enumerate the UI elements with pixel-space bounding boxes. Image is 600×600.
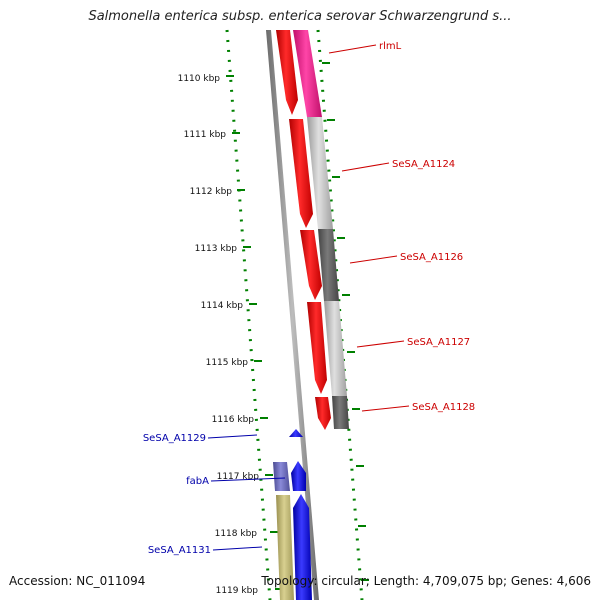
ruler-ticks: 1110 kbp 1111 kbp 1112 kbp 1113 kbp 1114…: [178, 62, 369, 596]
rna-feature[interactable]: [293, 30, 322, 117]
gene-label-rlml[interactable]: rlmL: [379, 41, 402, 52]
genome-backbone: [266, 30, 319, 600]
gene-labels-right: rlmL SeSA_A1124 SeSA_A1126 SeSA_A1127 Se…: [328, 41, 475, 413]
accession-text: Accession: NC_011094: [9, 574, 146, 588]
gene-label-sesa-a1131[interactable]: SeSA_A1131: [148, 545, 211, 556]
gene-label-sesa-a1127[interactable]: SeSA_A1127: [407, 337, 470, 348]
forward-cds-track: [276, 30, 331, 430]
ruler-tick-1112: 1112 kbp: [190, 187, 245, 197]
reverse-cds-track: [273, 429, 312, 600]
feature-block-dark[interactable]: [332, 396, 349, 429]
reverse-gene-arrow[interactable]: [289, 429, 303, 437]
ruler-label-1118: 1118 kbp: [215, 529, 258, 539]
map-title: Salmonella enterica subsp. enterica sero…: [88, 9, 512, 24]
feature-block-dark[interactable]: [318, 229, 339, 301]
feature-block-light[interactable]: [324, 301, 347, 396]
ruler-label-1112: 1112 kbp: [190, 187, 233, 197]
ruler-tick-1115: 1115 kbp: [206, 358, 262, 368]
feature-block-light[interactable]: [307, 117, 333, 229]
ruler-label-1116: 1116 kbp: [212, 415, 255, 425]
reverse-gene-arrow[interactable]: [291, 461, 306, 491]
genome-summary-text: Topology: circular; Length: 4,709,075 bp…: [261, 574, 591, 588]
feature-track: [293, 30, 349, 429]
ruler-label-1115: 1115 kbp: [206, 358, 249, 368]
ruler-tick-1118: 1118 kbp: [215, 529, 278, 539]
gene-label-sesa-a1128[interactable]: SeSA_A1128: [412, 402, 475, 413]
ruler-label-1111: 1111 kbp: [184, 130, 227, 140]
ruler-tick-1113: 1113 kbp: [195, 244, 251, 254]
gene-label-faba[interactable]: fabA: [186, 476, 209, 487]
ruler-label-1110: 1110 kbp: [178, 74, 221, 84]
ruler-label-1117: 1117 kbp: [217, 472, 260, 482]
ruler-label-1114: 1114 kbp: [201, 301, 244, 311]
ruler-tick-1114: 1114 kbp: [201, 301, 257, 311]
ruler-tick-1110: 1110 kbp: [178, 74, 234, 84]
forward-gene-arrow[interactable]: [307, 302, 327, 394]
gene-label-sesa-a1124[interactable]: SeSA_A1124: [392, 159, 455, 170]
forward-gene-arrow[interactable]: [276, 30, 298, 115]
gene-label-sesa-a1126[interactable]: SeSA_A1126: [400, 252, 463, 263]
other-gene-block[interactable]: [276, 495, 294, 600]
ruler-label-1119: 1119 kbp: [216, 586, 259, 596]
ruler-tick-1116: 1116 kbp: [212, 415, 268, 425]
ruler-tick-1111: 1111 kbp: [184, 130, 240, 140]
gene-labels-left: SeSA_A1129 fabA SeSA_A1131: [143, 433, 286, 556]
ruler-tick-1117: 1117 kbp: [217, 472, 273, 482]
forward-gene-arrow[interactable]: [300, 230, 322, 300]
forward-gene-arrow[interactable]: [289, 119, 313, 228]
ruler-label-1113: 1113 kbp: [195, 244, 238, 254]
other-gene-block[interactable]: [273, 462, 290, 491]
forward-gene-arrow[interactable]: [315, 397, 331, 430]
reverse-gene-arrow[interactable]: [293, 494, 312, 600]
gene-label-sesa-a1129[interactable]: SeSA_A1129: [143, 433, 206, 444]
